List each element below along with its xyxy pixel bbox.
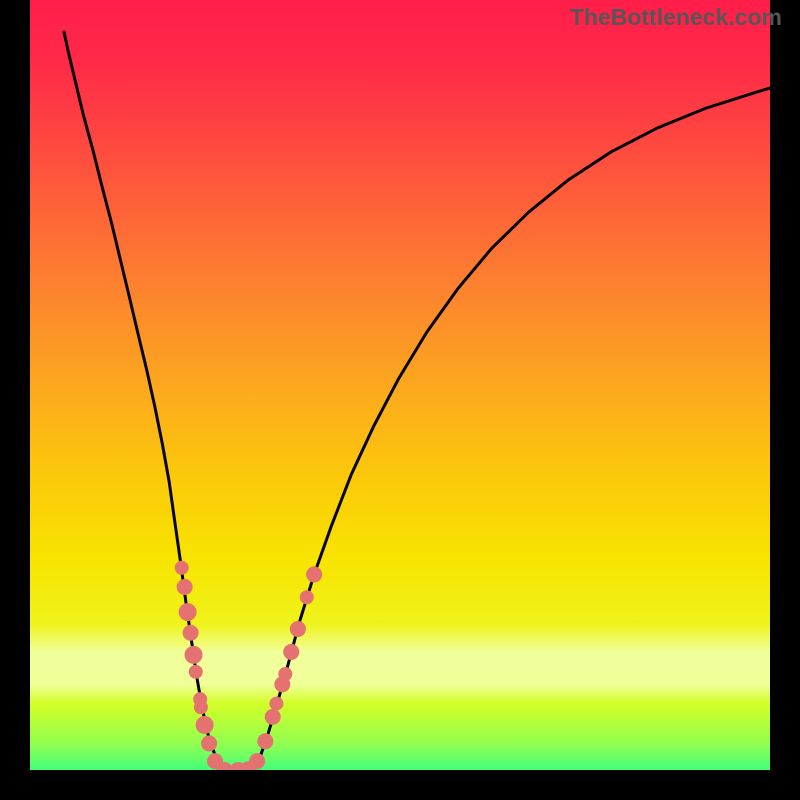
data-marker <box>249 753 265 769</box>
v-curve <box>64 32 770 770</box>
data-marker <box>257 733 273 749</box>
chart-svg <box>0 0 800 800</box>
data-marker <box>306 566 322 582</box>
data-marker <box>179 603 197 621</box>
data-marker <box>283 644 299 660</box>
data-marker <box>269 697 283 711</box>
data-marker <box>300 590 314 604</box>
data-marker <box>196 716 214 734</box>
data-marker <box>185 646 203 664</box>
chart-stage: TheBottleneck.com <box>0 0 800 800</box>
data-marker <box>265 709 281 725</box>
data-marker <box>177 579 193 595</box>
frame-left <box>0 0 30 800</box>
watermark-text: TheBottleneck.com <box>570 4 782 31</box>
frame-bottom <box>0 770 800 800</box>
data-marker <box>290 621 306 637</box>
data-marker <box>183 625 199 641</box>
frame-right <box>770 0 800 800</box>
data-marker <box>175 561 189 575</box>
data-marker <box>201 735 217 751</box>
data-marker <box>189 665 203 679</box>
marker-group <box>175 561 322 778</box>
data-marker <box>278 667 292 681</box>
data-marker <box>194 700 208 714</box>
